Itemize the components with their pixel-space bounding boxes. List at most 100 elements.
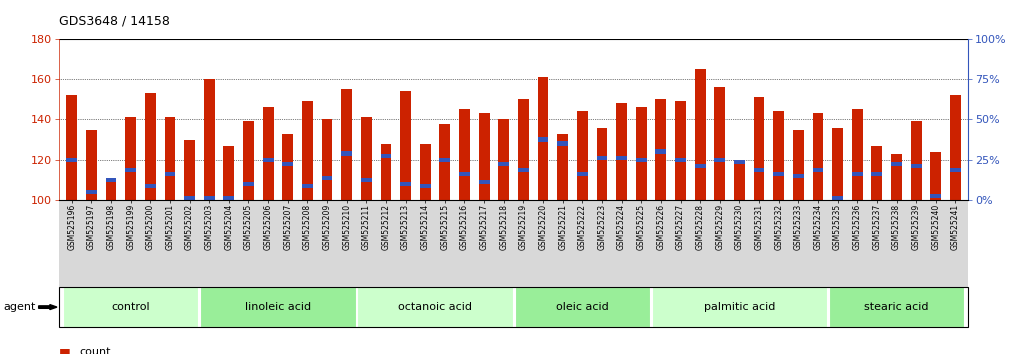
Bar: [342, 89, 352, 200]
Bar: [872, 172, 883, 176]
Bar: [262, 107, 274, 200]
Bar: [66, 95, 77, 200]
Bar: [86, 130, 97, 200]
Bar: [125, 118, 136, 200]
Bar: [203, 196, 215, 200]
Bar: [656, 149, 666, 154]
Bar: [832, 127, 843, 200]
Bar: [302, 101, 313, 200]
Text: stearic acid: stearic acid: [864, 302, 929, 312]
Bar: [361, 178, 371, 182]
Bar: [577, 112, 588, 200]
Bar: [439, 158, 451, 162]
Bar: [420, 184, 430, 188]
Bar: [144, 93, 156, 200]
Bar: [361, 118, 371, 200]
Bar: [380, 144, 392, 200]
Bar: [400, 91, 411, 200]
Bar: [439, 124, 451, 200]
Bar: [675, 158, 685, 162]
Text: agent: agent: [3, 302, 36, 312]
Bar: [106, 178, 116, 182]
Bar: [262, 158, 274, 162]
Bar: [557, 141, 569, 146]
Bar: [302, 184, 313, 188]
Bar: [86, 190, 97, 194]
Bar: [479, 180, 489, 184]
Bar: [616, 155, 627, 160]
Bar: [380, 154, 392, 158]
Text: palmitic acid: palmitic acid: [704, 302, 775, 312]
Bar: [400, 182, 411, 186]
Bar: [813, 113, 824, 200]
Bar: [538, 77, 548, 200]
Bar: [773, 172, 784, 176]
Bar: [911, 164, 921, 168]
Bar: [283, 133, 293, 200]
Bar: [636, 158, 647, 162]
Bar: [459, 172, 470, 176]
Text: oleic acid: oleic acid: [556, 302, 609, 312]
Bar: [283, 161, 293, 166]
Bar: [498, 119, 510, 200]
Text: octanoic acid: octanoic acid: [398, 302, 472, 312]
Bar: [321, 119, 333, 200]
Bar: [420, 144, 430, 200]
Text: GDS3648 / 14158: GDS3648 / 14158: [59, 14, 170, 27]
Bar: [754, 97, 765, 200]
Bar: [184, 196, 195, 200]
Bar: [714, 158, 725, 162]
Bar: [793, 173, 803, 178]
Text: ■: ■: [59, 346, 71, 354]
Bar: [950, 95, 961, 200]
Bar: [773, 112, 784, 200]
Bar: [243, 121, 254, 200]
Bar: [498, 161, 510, 166]
Bar: [832, 196, 843, 200]
Bar: [106, 180, 116, 200]
Bar: [911, 121, 921, 200]
Text: count: count: [79, 347, 111, 354]
Bar: [891, 154, 902, 200]
Bar: [125, 167, 136, 172]
Bar: [165, 118, 175, 200]
Bar: [695, 164, 706, 168]
Bar: [459, 109, 470, 200]
Bar: [165, 172, 175, 176]
Bar: [734, 160, 744, 164]
Bar: [144, 184, 156, 188]
Bar: [931, 194, 941, 198]
Bar: [224, 145, 234, 200]
Bar: [518, 167, 529, 172]
Text: linoleic acid: linoleic acid: [245, 302, 311, 312]
Text: control: control: [111, 302, 149, 312]
Bar: [518, 99, 529, 200]
Bar: [597, 155, 607, 160]
Bar: [852, 109, 862, 200]
Bar: [931, 152, 941, 200]
Bar: [656, 99, 666, 200]
Bar: [872, 145, 883, 200]
Bar: [342, 152, 352, 156]
Bar: [538, 137, 548, 142]
Bar: [636, 107, 647, 200]
Bar: [734, 164, 744, 200]
Bar: [616, 103, 627, 200]
Bar: [852, 172, 862, 176]
Bar: [813, 167, 824, 172]
Bar: [675, 101, 685, 200]
Bar: [754, 167, 765, 172]
Bar: [577, 172, 588, 176]
Bar: [695, 69, 706, 200]
Bar: [714, 87, 725, 200]
Bar: [950, 167, 961, 172]
Bar: [479, 113, 489, 200]
Bar: [203, 79, 215, 200]
Bar: [184, 139, 195, 200]
Bar: [557, 133, 569, 200]
Bar: [66, 158, 77, 162]
Bar: [793, 130, 803, 200]
Bar: [224, 196, 234, 200]
Bar: [891, 161, 902, 166]
Bar: [597, 127, 607, 200]
